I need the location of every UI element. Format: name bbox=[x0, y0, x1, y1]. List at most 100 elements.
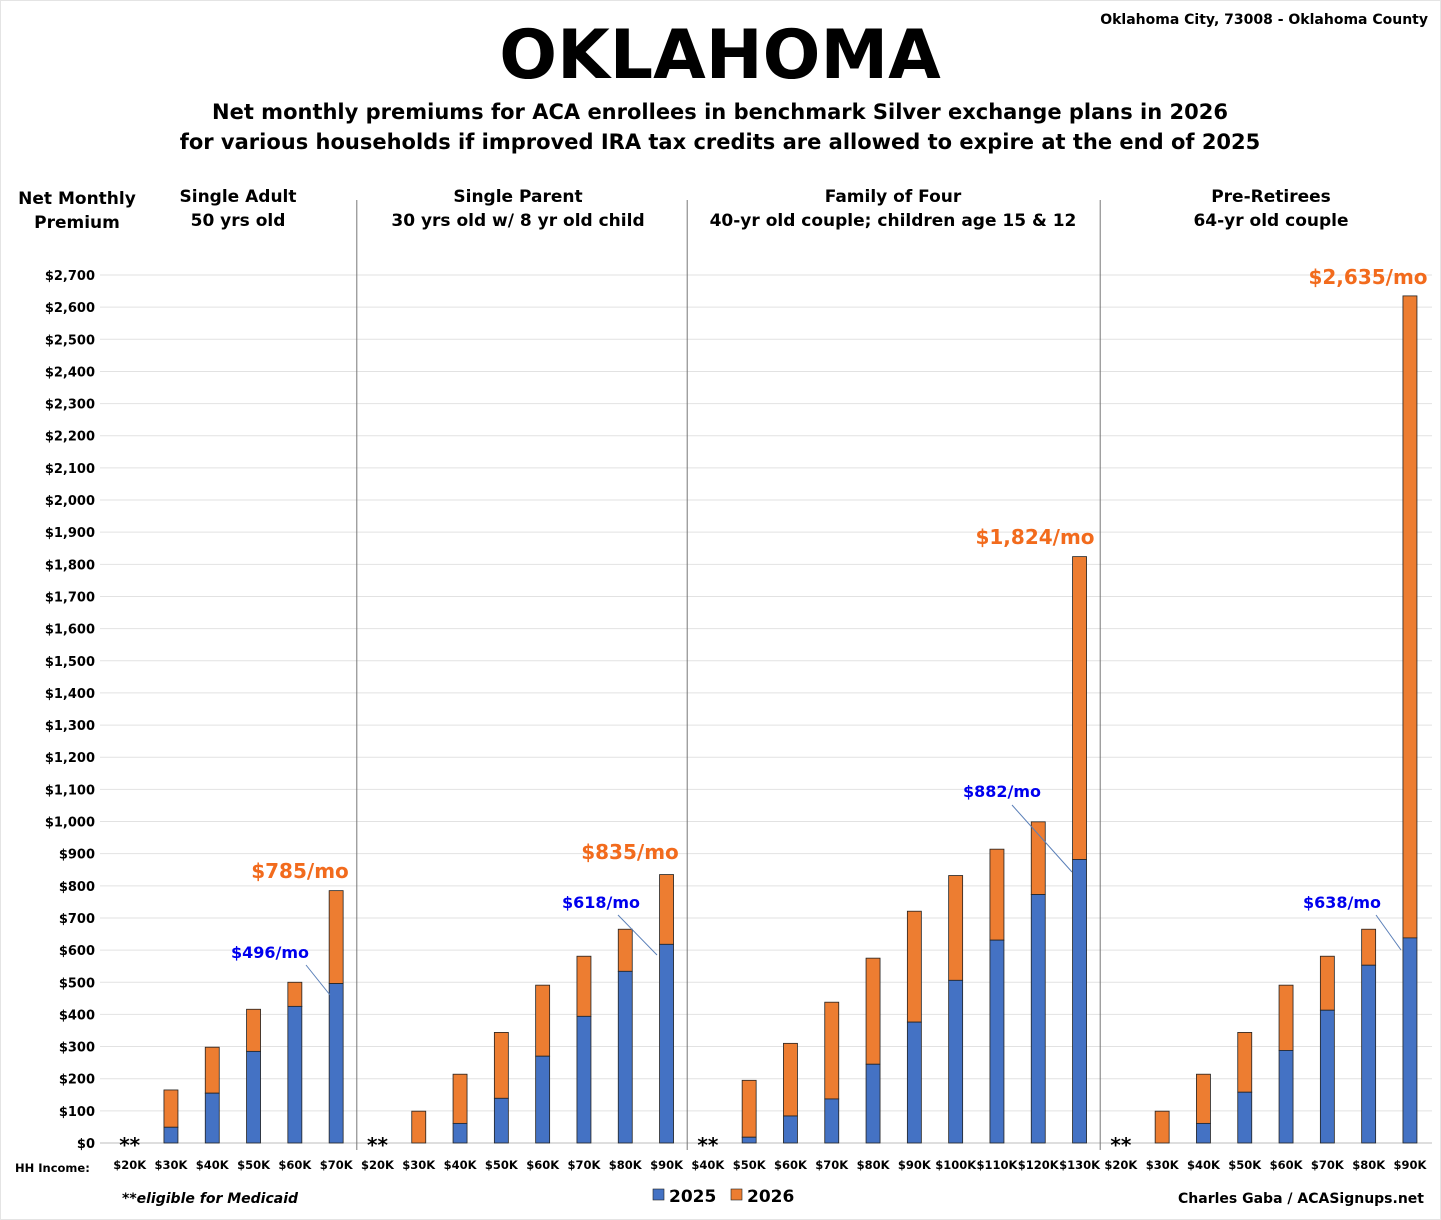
bar-2026 bbox=[1361, 928, 1377, 966]
annotation-2025: $618/mo bbox=[562, 893, 640, 912]
y-axis-title-line-1: Net Monthly bbox=[18, 189, 136, 209]
annotation-leader-line bbox=[305, 964, 331, 996]
bar-2025 bbox=[287, 1005, 303, 1144]
x-tick-label: $50K bbox=[733, 1158, 767, 1172]
x-tick-label: $70K bbox=[567, 1158, 601, 1172]
bar-2026 bbox=[989, 848, 1005, 941]
x-tick-label: $90K bbox=[650, 1158, 684, 1172]
bar-2025 bbox=[1196, 1122, 1211, 1144]
bar-2025 bbox=[576, 1015, 592, 1144]
chart-title: OKLAHOMA bbox=[499, 16, 941, 95]
x-tick-label: $70K bbox=[320, 1158, 354, 1172]
bar-2026 bbox=[617, 928, 633, 972]
annotation-2026: $2,635/mo bbox=[1308, 265, 1427, 289]
x-tick-label: $70K bbox=[1311, 1158, 1345, 1172]
bar-2026 bbox=[328, 890, 344, 984]
y-tick-label: $2,300 bbox=[45, 398, 95, 413]
y-tick-label: $800 bbox=[59, 880, 95, 895]
panel-subtitle-pre-retirees: 64-yr old couple bbox=[1193, 211, 1348, 231]
y-tick-label: $0 bbox=[77, 1137, 95, 1152]
y-tick-label: $2,100 bbox=[45, 462, 95, 477]
x-tick-label: $20K bbox=[1104, 1158, 1138, 1172]
bar-2026 bbox=[1402, 295, 1418, 939]
bar-2026 bbox=[824, 1001, 840, 1100]
annotation-2026: $785/mo bbox=[251, 859, 349, 883]
bar-2025 bbox=[1030, 894, 1046, 1144]
bar-2026 bbox=[535, 984, 551, 1057]
x-axis-title: HH Income: bbox=[15, 1161, 90, 1175]
bar-2026 bbox=[163, 1089, 179, 1128]
legend-swatch-2026 bbox=[730, 1188, 743, 1201]
bar-2026 bbox=[1319, 955, 1335, 1011]
x-tick-label: $50K bbox=[237, 1158, 271, 1172]
subtitle-line-1: Net monthly premiums for ACA enrollees i… bbox=[212, 100, 1228, 124]
y-tick-label: $1,200 bbox=[45, 751, 95, 766]
credit: Charles Gaba / ACASignups.net bbox=[1178, 1191, 1424, 1207]
panel-title-single-adult: Single Adult bbox=[180, 187, 297, 207]
gridlines bbox=[100, 274, 1432, 1144]
bar-2025 bbox=[741, 1136, 757, 1144]
y-tick-label: $400 bbox=[59, 1008, 95, 1023]
medicaid-marker: ** bbox=[1110, 1133, 1131, 1157]
bars: ** ** ** ** bbox=[119, 295, 1418, 1157]
bar-2026 bbox=[783, 1042, 798, 1117]
bar-2025 bbox=[1072, 859, 1087, 1144]
panel-subtitle-family-of-four: 40-yr old couple; children age 15 & 12 bbox=[710, 211, 1077, 231]
bar-2025 bbox=[659, 943, 674, 1144]
medicaid-note: **eligible for Medicaid bbox=[122, 1191, 299, 1207]
bar-2026 bbox=[1237, 1032, 1253, 1093]
bar-2026 bbox=[576, 955, 592, 1017]
panel-title-pre-retirees: Pre-Retirees bbox=[1211, 187, 1331, 207]
bar-2026 bbox=[452, 1073, 468, 1124]
bar-2025 bbox=[204, 1092, 220, 1144]
x-tick-label: $30K bbox=[1146, 1158, 1180, 1172]
bar-2025 bbox=[617, 970, 633, 1144]
bar-2026 bbox=[411, 1110, 427, 1144]
x-tick-label: $40K bbox=[444, 1158, 478, 1172]
y-tick-label: $1,100 bbox=[45, 783, 95, 798]
legend-swatch-2025 bbox=[652, 1188, 665, 1201]
legend-label-2026: 2026 bbox=[747, 1187, 794, 1207]
bar-2026 bbox=[948, 875, 964, 981]
y-tick-label: $2,600 bbox=[45, 301, 95, 316]
x-tick-label: $90K bbox=[898, 1158, 932, 1172]
annotation-2026: $835/mo bbox=[581, 840, 679, 864]
bar-2025 bbox=[865, 1063, 881, 1144]
medicaid-marker: ** bbox=[367, 1133, 388, 1157]
panel-title-single-parent: Single Parent bbox=[453, 187, 582, 207]
x-tick-label: $60K bbox=[278, 1158, 312, 1172]
y-tick-label: $2,000 bbox=[45, 494, 95, 509]
x-tick-label: $100K bbox=[935, 1158, 977, 1172]
medicaid-marker: ** bbox=[119, 1133, 140, 1157]
y-axis-title-line-2: Premium bbox=[34, 213, 120, 233]
y-tick-label: $1,300 bbox=[45, 719, 95, 734]
x-tick-label: $40K bbox=[691, 1158, 725, 1172]
bar-2026 bbox=[493, 1032, 509, 1099]
x-tick-label: $80K bbox=[857, 1158, 891, 1172]
y-tick-label: $100 bbox=[59, 1105, 95, 1120]
annotation-2025: $496/mo bbox=[231, 943, 309, 962]
bar-2025 bbox=[783, 1115, 798, 1144]
y-tick-label: $2,700 bbox=[45, 269, 95, 284]
bar-2025 bbox=[535, 1055, 551, 1144]
y-tick-label: $2,500 bbox=[45, 333, 95, 348]
x-tick-label: $40K bbox=[1187, 1158, 1221, 1172]
y-tick-label: $1,700 bbox=[45, 590, 95, 605]
annotations: $785/mo $496/mo $835/mo $618/mo $1,824/mo $88… bbox=[231, 265, 1428, 996]
y-tick-label: $300 bbox=[59, 1041, 95, 1056]
bar-2026 bbox=[906, 910, 922, 1023]
bar-2025 bbox=[163, 1126, 179, 1144]
bar-2025 bbox=[452, 1122, 468, 1144]
y-tick-label: $1,600 bbox=[45, 623, 95, 638]
bar-2026 bbox=[204, 1046, 220, 1094]
bar-2025 bbox=[1237, 1091, 1253, 1144]
annotation-leader-line bbox=[617, 914, 658, 956]
panel-dividers bbox=[356, 200, 1101, 1150]
x-axis-ticks: $20K $30K $40K $50K $60K $70K $20K $30K $40K $50K… bbox=[113, 1158, 1427, 1172]
bar-2025 bbox=[1361, 964, 1377, 1144]
x-tick-label: $80K bbox=[609, 1158, 643, 1172]
bar-2026 bbox=[1196, 1073, 1211, 1124]
x-tick-label: $90K bbox=[1393, 1158, 1427, 1172]
y-tick-label: $700 bbox=[59, 912, 95, 927]
